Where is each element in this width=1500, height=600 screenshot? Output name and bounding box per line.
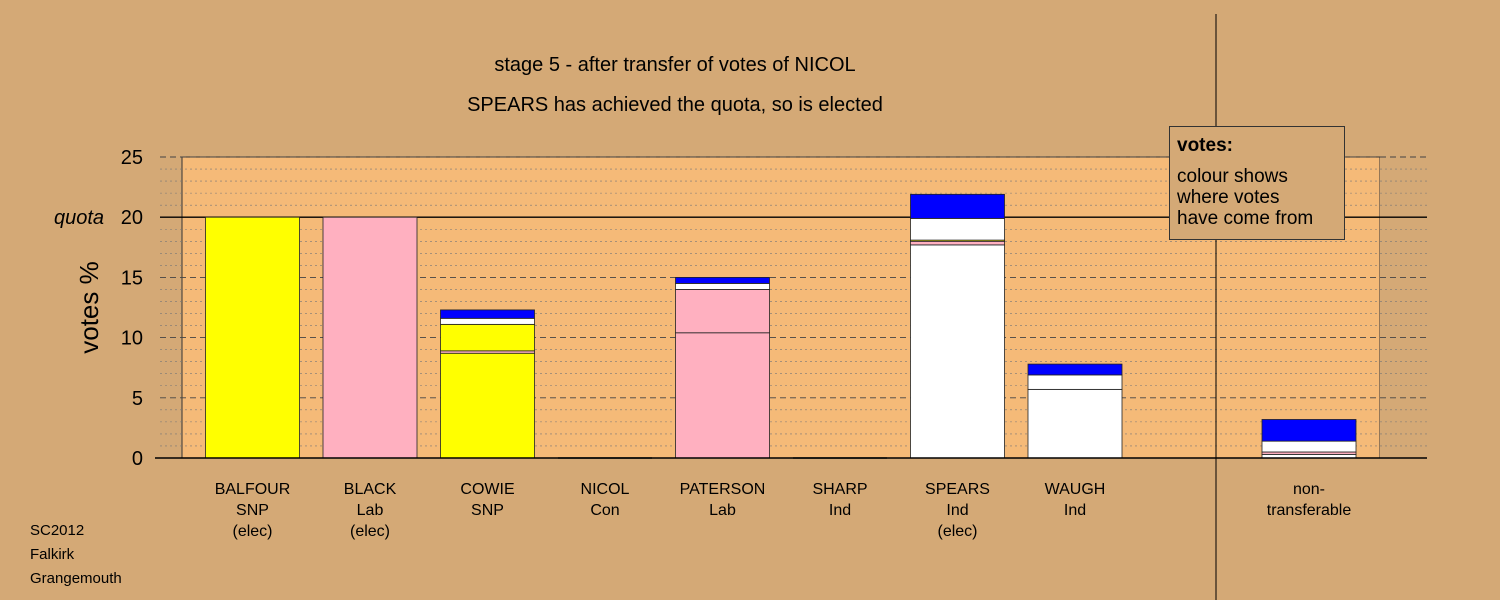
plot-margin-strip	[1380, 157, 1427, 458]
bar-segment	[910, 193, 1005, 219]
bar-segment	[440, 323, 535, 352]
bar-segment	[440, 309, 535, 319]
category-label: SHARP	[812, 481, 867, 498]
category-label: SNP	[236, 502, 269, 519]
legend-line: colour shows	[1177, 166, 1288, 187]
category-label: COWIE	[460, 481, 514, 498]
bar-segment	[910, 244, 1005, 459]
category-label: Ind	[1064, 502, 1086, 519]
category-label: Lab	[709, 502, 736, 519]
chart-subtitle: SPEARS has achieved the quota, so is ele…	[467, 94, 883, 116]
category-label: Ind	[946, 502, 968, 519]
bar-segment	[675, 289, 770, 334]
category-label: Lab	[357, 502, 384, 519]
chart-title: stage 5 - after transfer of votes of NIC…	[494, 54, 856, 76]
y-tick-label: 0	[132, 448, 143, 470]
category-label: Con	[590, 502, 619, 519]
y-axis: 0 5 10 15 20 25 quota votes %	[54, 14, 1427, 600]
category-label: BALFOUR	[215, 481, 291, 498]
bar-segment	[440, 352, 535, 459]
bar-segment	[1261, 419, 1357, 442]
category-label: NICOL	[581, 481, 630, 498]
category-label: SPEARS	[925, 481, 990, 498]
footer-ward: Grangemouth	[30, 570, 122, 587]
legend-line: where votes	[1177, 187, 1280, 208]
y-tick-label: 5	[132, 388, 143, 410]
bar-segment	[910, 218, 1005, 241]
y-tick-label: 25	[121, 147, 143, 169]
y-tick-label: 10	[121, 328, 143, 350]
bar-segment	[910, 240, 1005, 246]
category-label: non-	[1293, 481, 1325, 498]
y-axis-label: votes %	[74, 261, 104, 354]
category-label: (elec)	[350, 523, 390, 540]
bar-segment	[675, 276, 770, 284]
legend-heading: votes:	[1177, 135, 1233, 156]
bar-segment	[1027, 374, 1123, 390]
bar-segment	[1027, 363, 1123, 376]
legend-line: have come from	[1177, 208, 1314, 229]
category-label: (elec)	[937, 523, 977, 540]
bars	[205, 193, 1357, 459]
footer-code: SC2012	[30, 522, 85, 539]
category-labels: BALFOUR SNP (elec) BLACK Lab (elec) COWIE SNP NI…	[215, 481, 1352, 540]
category-label: WAUGH	[1045, 481, 1106, 498]
category-label: Ind	[829, 502, 851, 519]
category-label: BLACK	[344, 481, 397, 498]
y-tick-label: 20	[121, 207, 143, 229]
category-label: (elec)	[232, 523, 272, 540]
bar-segment	[322, 216, 418, 459]
category-label: transferable	[1267, 502, 1352, 519]
bar-segment	[1027, 388, 1123, 459]
footer-council: Falkirk	[30, 546, 75, 563]
legend-box: votes: colour shows where votes have com…	[1169, 126, 1345, 240]
bar-segment	[1261, 440, 1357, 453]
y-tick-label: 15	[121, 267, 143, 289]
bar-segment	[675, 283, 770, 290]
category-label: PATERSON	[680, 481, 766, 498]
quota-label: quota	[54, 207, 104, 229]
bar-segment	[205, 216, 300, 459]
bar-segment	[440, 317, 535, 325]
bar-segment	[675, 332, 770, 459]
category-label: SNP	[471, 502, 504, 519]
